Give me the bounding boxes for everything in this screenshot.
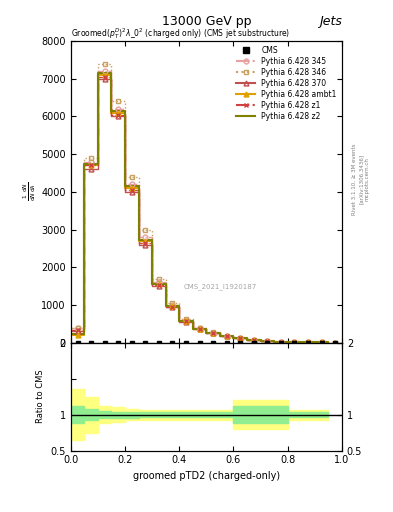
X-axis label: groomed pTD2 (charged-only): groomed pTD2 (charged-only) xyxy=(133,471,280,481)
Text: Jets: Jets xyxy=(319,15,342,28)
Text: Rivet 3.1.10, ≥ 3M events: Rivet 3.1.10, ≥ 3M events xyxy=(352,143,357,215)
Legend: CMS, Pythia 6.428 345, Pythia 6.428 346, Pythia 6.428 370, Pythia 6.428 ambt1, P: CMS, Pythia 6.428 345, Pythia 6.428 346,… xyxy=(235,45,338,122)
Y-axis label: Ratio to CMS: Ratio to CMS xyxy=(36,370,45,423)
Text: 13000 GeV pp: 13000 GeV pp xyxy=(162,15,251,28)
Text: Groomed$(p_T^D)^2\lambda\_0^2$ (charged only) (CMS jet substructure): Groomed$(p_T^D)^2\lambda\_0^2$ (charged … xyxy=(71,26,290,41)
Text: CMS_2021_I1920187: CMS_2021_I1920187 xyxy=(183,284,257,290)
Y-axis label: $\frac{1}{\mathrm{d}N}\frac{\mathrm{d}N}{\mathrm{d}\lambda}$: $\frac{1}{\mathrm{d}N}\frac{\mathrm{d}N}… xyxy=(22,182,39,202)
Text: [arXiv:1306.3436]: [arXiv:1306.3436] xyxy=(358,154,364,204)
Text: mcplots.cern.ch: mcplots.cern.ch xyxy=(365,157,370,201)
